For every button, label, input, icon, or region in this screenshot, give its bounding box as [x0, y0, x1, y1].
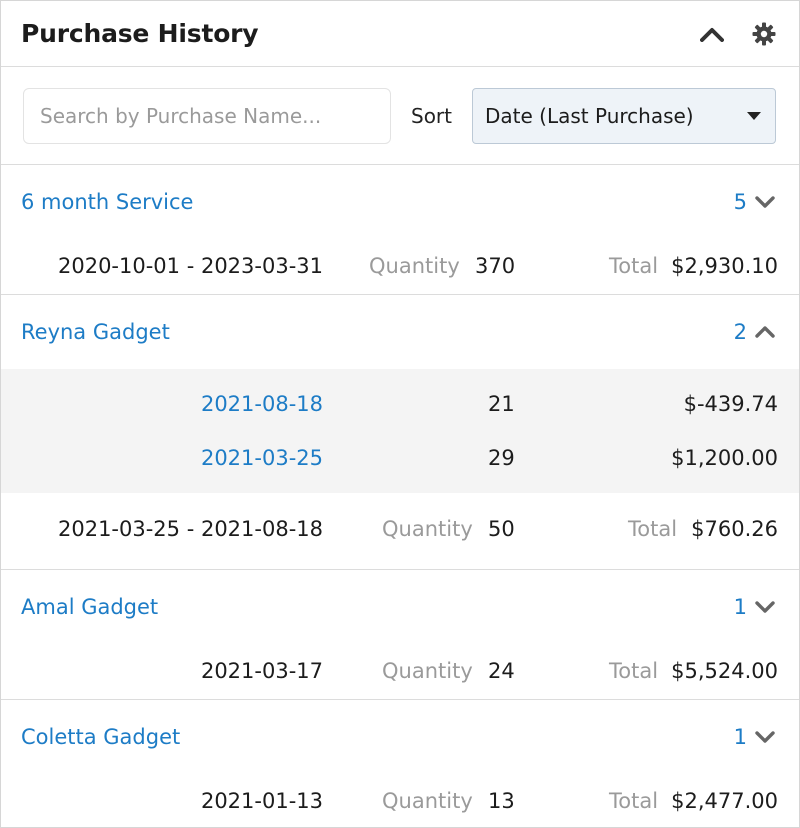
summary-total: $2,930.10	[671, 254, 778, 278]
summary-quantity: 13	[488, 789, 515, 813]
total-label: Total	[609, 659, 659, 683]
gear-icon[interactable]	[749, 19, 779, 49]
group-count: 1	[733, 725, 747, 749]
total-label: Total	[609, 254, 659, 278]
chevron-down-icon	[753, 725, 777, 749]
detail-amount: $1,200.00	[671, 446, 778, 470]
group-toggle[interactable]: 2	[734, 320, 777, 344]
group-summary: 2020-10-01 - 2023-03-31 Quantity 370 Tot…	[1, 239, 799, 293]
sort-select[interactable]: Date (Last Purchase)	[472, 87, 776, 144]
group-toggle[interactable]: 1	[734, 725, 777, 749]
detail-amount: $-439.74	[683, 392, 778, 416]
detail-date-link[interactable]: 2021-08-18	[200, 392, 323, 416]
quantity-label: Quantity	[382, 659, 473, 683]
detail-quantity: 29	[488, 446, 515, 470]
group-header: 6 month Service 5	[1, 165, 799, 239]
detail-date-link[interactable]: 2021-03-25	[200, 446, 323, 470]
detail-quantity: 21	[488, 392, 515, 416]
group-summary: 2021-03-25 - 2021-08-18 Quantity 50 Tota…	[1, 493, 799, 564]
summary-dates: 2021-03-17	[200, 659, 323, 683]
group-count: 2	[733, 320, 747, 344]
group-toggle[interactable]: 5	[734, 190, 777, 214]
summary-quantity: 50	[488, 516, 515, 541]
group-count: 1	[733, 595, 747, 619]
group-details: 2021-08-18 21 $-439.74 2021-03-25 29 $1,…	[1, 369, 799, 493]
total-label: Total	[609, 789, 659, 813]
panel-header: Purchase History	[1, 1, 799, 67]
summary-dates: 2021-03-25 - 2021-08-18	[57, 516, 323, 541]
detail-row: 2021-08-18 21 $-439.74	[1, 377, 799, 431]
chevron-down-icon	[753, 190, 777, 214]
chevron-down-icon	[753, 595, 777, 619]
total-label: Total	[628, 516, 678, 541]
caret-down-icon	[747, 111, 761, 120]
quantity-label: Quantity	[369, 254, 460, 278]
group-count: 5	[733, 190, 747, 214]
search-input[interactable]	[23, 87, 391, 144]
group-header: Amal Gadget 1	[1, 570, 799, 644]
panel-title: Purchase History	[21, 19, 259, 48]
quantity-label: Quantity	[382, 516, 473, 541]
group-name-link[interactable]: 6 month Service	[21, 190, 194, 214]
group-name-link[interactable]: Amal Gadget	[21, 595, 159, 619]
group-header: Coletta Gadget 1	[1, 700, 799, 774]
purchase-group: Reyna Gadget 2 2021-08-18 21 $-439.74 20…	[1, 295, 799, 570]
summary-quantity: 370	[475, 254, 516, 278]
sort-label: Sort	[411, 103, 452, 128]
group-header: Reyna Gadget 2	[1, 295, 799, 369]
chevron-up-icon[interactable]	[697, 19, 727, 49]
purchase-group: 6 month Service 5 2020-10-01 - 2023-03-3…	[1, 165, 799, 295]
summary-dates: 2021-01-13	[200, 789, 323, 813]
summary-quantity: 24	[488, 659, 515, 683]
group-name-link[interactable]: Coletta Gadget	[21, 725, 181, 749]
group-summary: 2021-01-13 Quantity 13 Total $2,477.00	[1, 774, 799, 828]
summary-total: $760.26	[691, 516, 778, 541]
purchase-group: Coletta Gadget 1 2021-01-13 Quantity 13 …	[1, 700, 799, 828]
detail-row: 2021-03-25 29 $1,200.00	[1, 431, 799, 485]
chevron-up-icon	[753, 320, 777, 344]
quantity-label: Quantity	[382, 789, 473, 813]
toolbar: Sort Date (Last Purchase)	[1, 67, 799, 165]
group-summary: 2021-03-17 Quantity 24 Total $5,524.00	[1, 644, 799, 698]
group-name-link[interactable]: Reyna Gadget	[21, 320, 170, 344]
summary-dates: 2020-10-01 - 2023-03-31	[57, 254, 323, 278]
sort-select-value: Date (Last Purchase)	[485, 103, 694, 128]
group-toggle[interactable]: 1	[734, 595, 777, 619]
summary-total: $2,477.00	[671, 789, 778, 813]
summary-total: $5,524.00	[671, 659, 778, 683]
purchase-group: Amal Gadget 1 2021-03-17 Quantity 24 Tot…	[1, 570, 799, 700]
